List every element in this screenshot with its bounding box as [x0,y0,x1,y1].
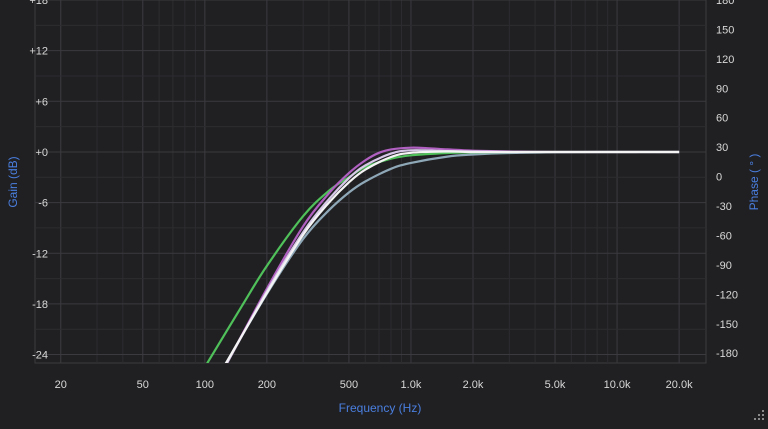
x-tick-label: 2.0k [463,379,484,391]
y2-tick-label: -120 [716,289,738,301]
x-tick-label: 20 [55,379,67,391]
x-tick-label: 10.0k [604,379,631,391]
series-line-5 [224,150,680,363]
y2-tick-label: 180 [716,0,734,7]
y2-tick-label: -150 [716,319,738,331]
x-tick-label: 500 [340,379,358,391]
x-tick-labels: 20 50 100 200 500 1.0k 2.0k 5.0k 10.0k 20.0k [55,379,693,391]
y2-tick-label: 60 [716,113,728,125]
y2-axis-label: Phase ( ° ) [747,154,761,211]
y2-tick-labels: 180 150 120 90 60 30 0 -30 -60 -90 -120 -150 -180 [716,0,738,360]
x-axis-label: Frequency (Hz) [339,401,422,415]
y2-tick-label: 150 [716,24,734,36]
grid [34,0,707,364]
resize-grip-icon[interactable] [754,410,764,420]
x-tick-label: 200 [258,379,276,391]
y2-tick-label: -30 [716,201,732,213]
y-tick-label: -6 [38,198,48,210]
plot-frame [34,0,707,364]
y-tick-labels: +18 +12 +6 +0 -6 -12 -18 -24 [29,0,48,362]
y-tick-label: -12 [32,248,48,260]
y2-tick-label: 30 [716,142,728,154]
y2-tick-label: 0 [716,172,722,184]
y-axis-label: Gain (dB) [6,156,20,207]
x-tick-label: 100 [196,379,214,391]
x-tick-label: 50 [137,379,149,391]
x-tick-label: 20.0k [666,379,693,391]
x-tick-label: 5.0k [545,379,566,391]
x-tick-label: 1.0k [401,379,422,391]
y-tick-label: +18 [29,0,48,7]
y2-tick-label: -180 [716,348,738,360]
y-tick-label: +12 [29,46,48,58]
y-tick-label: -24 [32,350,48,362]
y-tick-label: +6 [35,96,48,108]
y-tick-label: -18 [32,299,48,311]
y2-tick-label: 120 [716,54,734,66]
series-layer [206,146,680,363]
y2-tick-label: 90 [716,83,728,95]
y2-tick-label: -60 [716,230,732,242]
y-tick-label: +0 [35,147,48,159]
y2-tick-label: -90 [716,260,732,272]
